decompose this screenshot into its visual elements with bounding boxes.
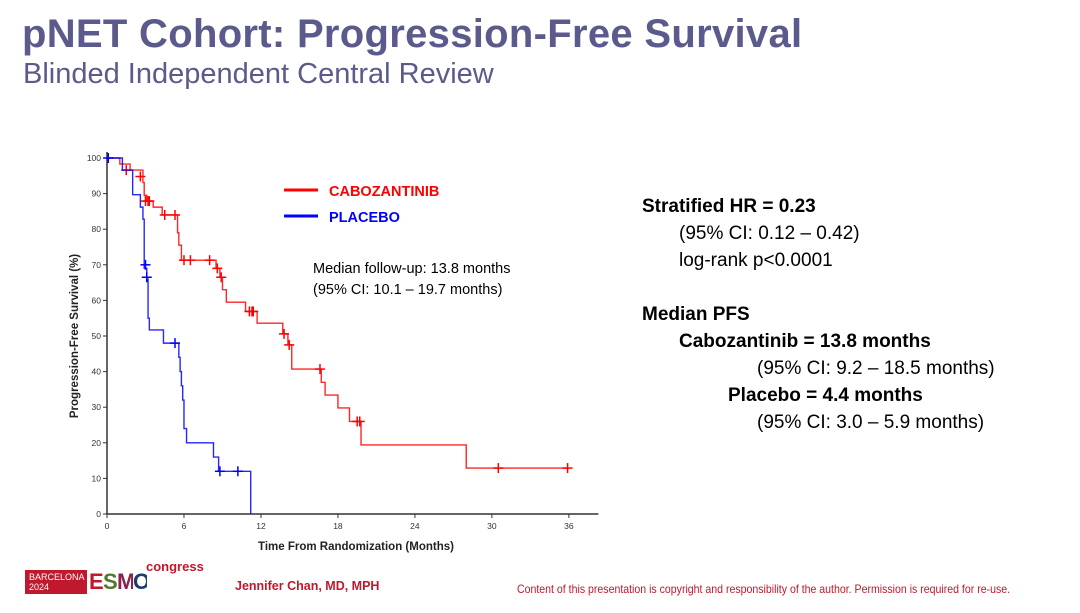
logo-letter-s: S bbox=[103, 570, 117, 594]
censor-mark-placebo bbox=[141, 272, 152, 283]
censor-mark-cabozantinib bbox=[314, 364, 325, 375]
hazard-ratio-ci: (95% CI: 0.12 – 0.42) bbox=[679, 223, 860, 244]
slide-subtitle: Blinded Independent Central Review bbox=[23, 58, 494, 90]
placebo-median: Placebo = 4.4 months bbox=[728, 385, 923, 406]
censor-mark-cabozantinib bbox=[144, 196, 155, 207]
y-tick-label: 90 bbox=[92, 189, 102, 199]
y-tick-label: 100 bbox=[87, 153, 101, 163]
censor-mark-cabozantinib bbox=[354, 416, 365, 427]
censor-mark-placebo bbox=[214, 466, 225, 477]
km-curve-cabozantinib bbox=[107, 157, 568, 469]
censor-mark-cabozantinib bbox=[212, 263, 223, 274]
censor-mark-cabozantinib bbox=[562, 463, 573, 474]
y-tick-label: 80 bbox=[92, 224, 102, 234]
presenter-name: Jennifer Chan, MD, MPH bbox=[235, 579, 380, 593]
placebo-ci: (95% CI: 3.0 – 5.9 months) bbox=[757, 412, 985, 433]
censor-mark-cabozantinib bbox=[284, 339, 295, 350]
censor-mark-placebo bbox=[140, 259, 151, 270]
y-tick-label: 10 bbox=[92, 473, 102, 483]
censor-mark-cabozantinib bbox=[135, 171, 146, 182]
cabozantinib-median: Cabozantinib = 13.8 months bbox=[679, 331, 931, 352]
logo-congress: congress bbox=[146, 559, 204, 574]
hazard-ratio: Stratified HR = 0.23 bbox=[642, 196, 816, 217]
censor-mark-placebo bbox=[103, 153, 114, 163]
legend-label-placebo: PLACEBO bbox=[329, 210, 400, 226]
censor-mark-cabozantinib bbox=[216, 272, 227, 283]
x-tick-label: 36 bbox=[564, 521, 574, 531]
logrank-p: log-rank p<0.0001 bbox=[679, 250, 833, 271]
x-tick-label: 0 bbox=[105, 521, 110, 531]
x-tick-label: 6 bbox=[182, 521, 187, 531]
censor-mark-cabozantinib bbox=[279, 328, 290, 339]
y-tick-label: 70 bbox=[92, 260, 102, 270]
y-axis-label: Progression-Free Survival (%) bbox=[69, 254, 81, 418]
logo-letter-o: O bbox=[133, 570, 147, 594]
censor-mark-placebo bbox=[232, 466, 243, 477]
legend-label-cabozantinib: CABOZANTINIB bbox=[329, 184, 439, 200]
slide-title: pNET Cohort: Progression-Free Survival bbox=[22, 12, 803, 56]
y-tick-label: 40 bbox=[92, 367, 102, 377]
annotation-followup-ci: (95% CI: 10.1 – 19.7 months) bbox=[313, 282, 502, 298]
censor-mark-cabozantinib bbox=[169, 209, 180, 220]
censor-mark-cabozantinib bbox=[248, 306, 259, 317]
y-tick-label: 30 bbox=[92, 402, 102, 412]
logo-year: 2024 bbox=[29, 582, 50, 592]
cabozantinib-ci: (95% CI: 9.2 – 18.5 months) bbox=[757, 358, 995, 379]
y-tick-label: 50 bbox=[92, 331, 102, 341]
copyright-notice: Content of this presentation is copyrigh… bbox=[517, 582, 1011, 596]
median-pfs-heading: Median PFS bbox=[642, 304, 750, 325]
censor-mark-cabozantinib bbox=[204, 255, 215, 266]
km-curve-placebo bbox=[107, 157, 252, 514]
x-tick-label: 18 bbox=[333, 521, 343, 531]
y-tick-label: 0 bbox=[96, 509, 101, 519]
stats-panel: Stratified HR = 0.23 (95% CI: 0.12 – 0.4… bbox=[642, 193, 995, 436]
x-tick-label: 24 bbox=[410, 521, 420, 531]
logo-city: BARCELONA bbox=[29, 572, 85, 582]
censor-mark-cabozantinib bbox=[185, 255, 196, 266]
censor-mark-cabozantinib bbox=[493, 463, 504, 474]
logo-city-block: BARCELONA 2024 bbox=[25, 570, 87, 594]
censor-mark-placebo bbox=[169, 338, 180, 349]
y-tick-label: 60 bbox=[92, 295, 102, 305]
x-tick-label: 30 bbox=[487, 521, 497, 531]
logo-letter-e: E bbox=[89, 570, 103, 594]
logo-esmo: E S M O bbox=[89, 570, 147, 594]
censor-mark-cabozantinib bbox=[159, 209, 170, 220]
annotation-followup: Median follow-up: 13.8 months bbox=[313, 261, 510, 277]
logo-letter-m: M bbox=[117, 570, 133, 594]
esmo-barcelona-logo: BARCELONA 2024 E S M O congress bbox=[25, 559, 205, 594]
x-tick-label: 12 bbox=[256, 521, 266, 531]
y-tick-label: 20 bbox=[92, 438, 102, 448]
x-axis-label: Time From Randomization (Months) bbox=[258, 541, 454, 553]
